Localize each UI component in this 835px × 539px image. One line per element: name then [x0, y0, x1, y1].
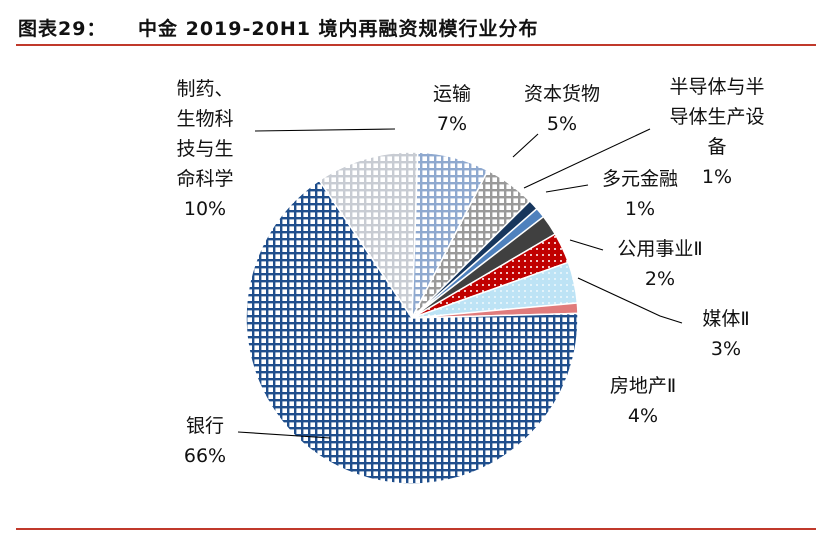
top-divider	[16, 44, 816, 46]
slice-percent-label: 7%	[437, 113, 467, 135]
slice-category-label: 命科学	[176, 168, 233, 190]
slice-category-label: 备	[707, 136, 726, 158]
leader-line-4	[512, 133, 539, 158]
slice-category-label: 多元金融	[602, 168, 678, 190]
leader-line-8	[577, 277, 683, 324]
slice-category-label: 公用事业Ⅱ	[617, 238, 702, 260]
slice-category-label: 运输	[433, 83, 471, 105]
leader-line-7	[569, 239, 604, 251]
slice-percent-label: 5%	[547, 113, 577, 135]
leader-line-6	[545, 184, 589, 193]
slice-category-label: 导体生产设	[669, 106, 764, 128]
chart-header: 图表29： 中金 2019-20H1 境内再融资规模行业分布	[16, 10, 816, 40]
slice-category-label: 技与生	[176, 138, 233, 160]
slice-percent-label: 10%	[184, 198, 226, 220]
pie-slice-1	[318, 151, 419, 321]
leader-line-2	[254, 128, 396, 132]
slice-percent-label: 1%	[625, 198, 655, 220]
slice-percent-label: 66%	[184, 445, 226, 467]
slice-category-label: 制药、	[176, 78, 233, 100]
slice-category-label: 半导体与半	[669, 76, 764, 98]
slice-percent-label: 2%	[645, 268, 675, 290]
figure-number: 图表29：	[18, 18, 107, 40]
slice-category-label: 生物科	[176, 108, 233, 130]
leader-line-1	[237, 431, 331, 439]
slice-category-label: 媒体Ⅱ	[702, 308, 749, 330]
slice-category-label: 资本货物	[524, 83, 600, 105]
slice-percent-label: 3%	[711, 338, 741, 360]
slice-category-label: 房地产Ⅱ	[610, 375, 676, 397]
slice-percent-label: 1%	[702, 166, 732, 188]
leader-line-5	[523, 128, 651, 189]
pie-slice-10	[245, 179, 579, 485]
chart-title: 中金 2019-20H1 境内再融资规模行业分布	[138, 18, 539, 40]
slice-category-label: 银行	[186, 415, 224, 437]
bottom-divider	[16, 528, 816, 530]
slice-percent-label: 4%	[628, 405, 658, 427]
